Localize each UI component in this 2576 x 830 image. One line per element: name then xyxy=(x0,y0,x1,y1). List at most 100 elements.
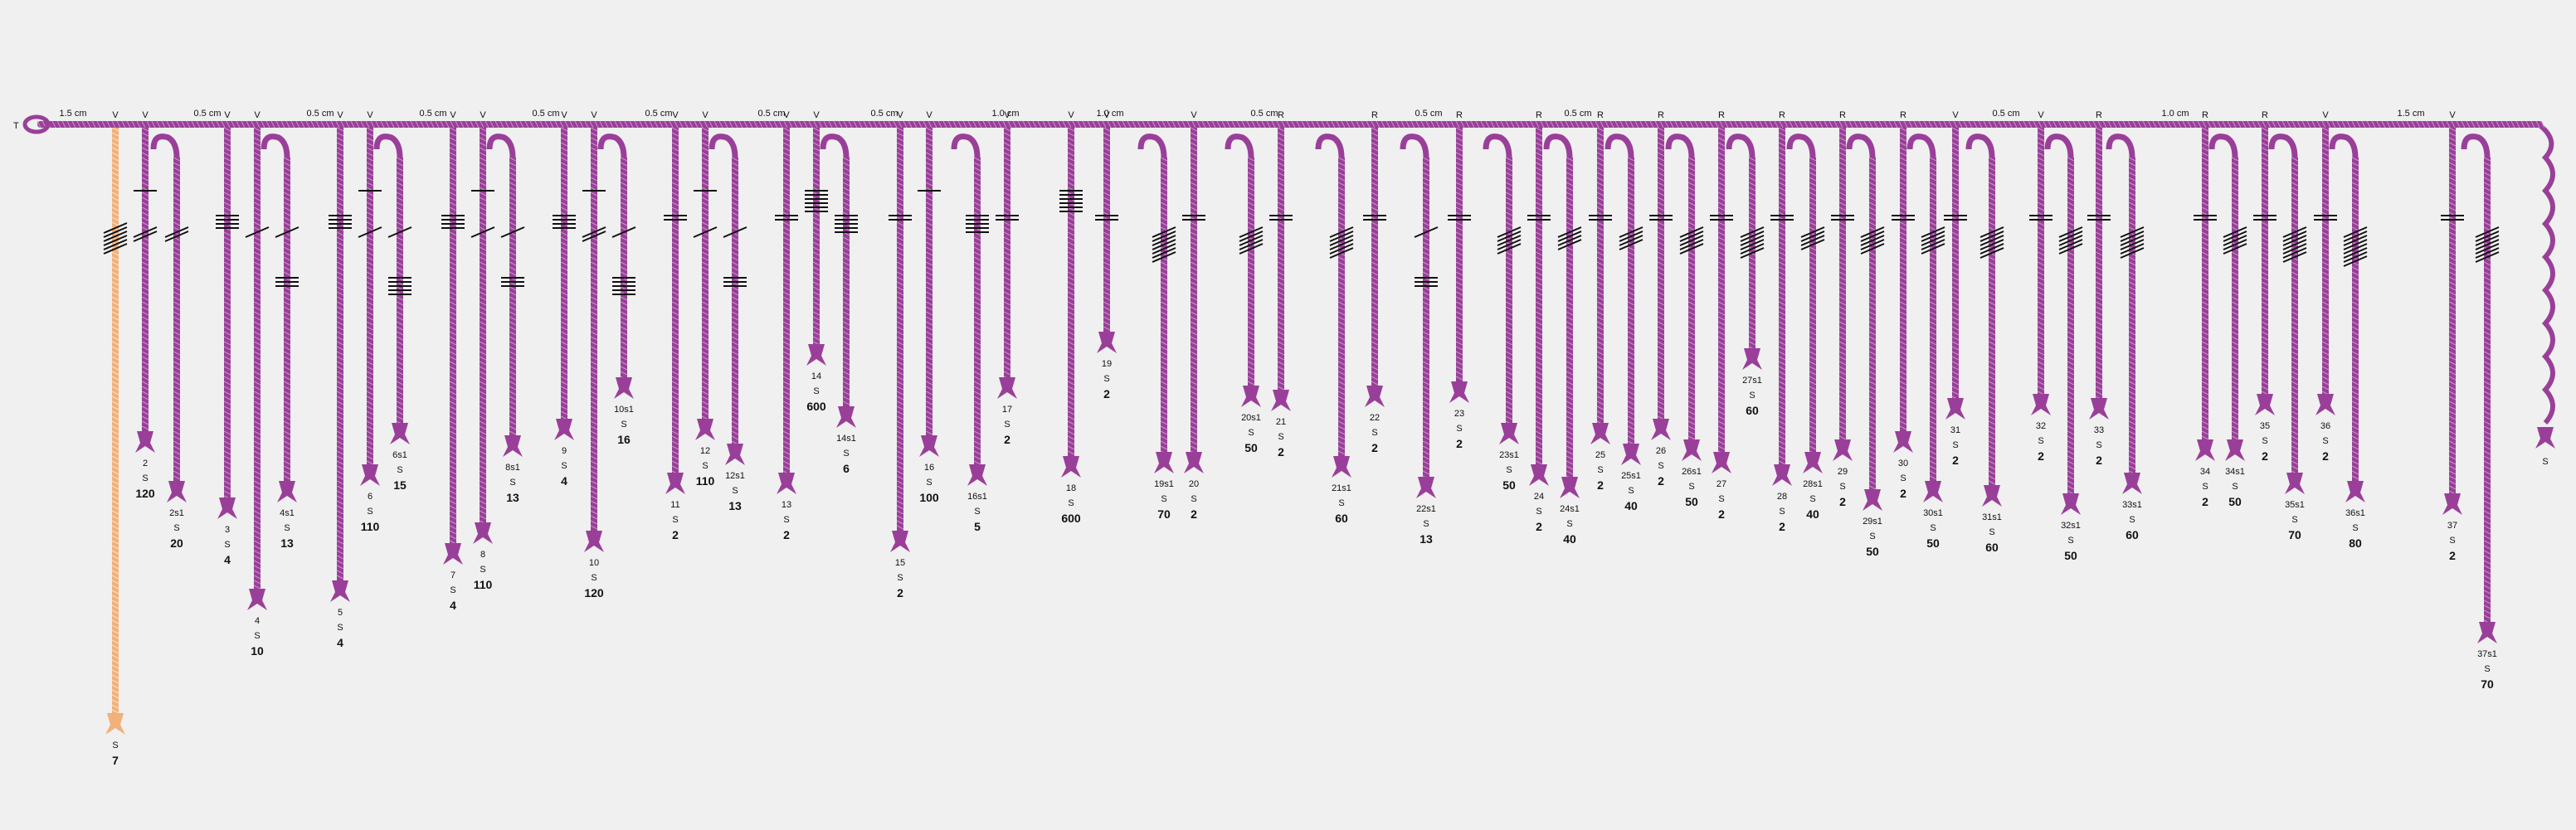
cord-twist xyxy=(1003,157,1011,162)
cord-twist xyxy=(590,515,598,520)
cord-twist xyxy=(560,371,568,376)
cord-twist xyxy=(671,187,679,192)
cord-twist xyxy=(590,137,598,142)
cord-twist xyxy=(701,371,709,376)
cord-twist xyxy=(253,435,261,440)
cord-twist xyxy=(479,371,487,376)
cord-twist xyxy=(1160,400,1168,405)
cord-twist xyxy=(173,291,181,296)
cord-twist xyxy=(590,386,598,391)
cord-twist xyxy=(253,361,261,366)
cord-twist xyxy=(782,371,791,376)
cord-twist xyxy=(173,430,181,435)
cord-twist xyxy=(1190,356,1198,361)
cord-twist xyxy=(366,425,374,430)
cord-twist xyxy=(925,197,933,201)
cord-twist xyxy=(1103,251,1111,256)
cord-twist xyxy=(590,410,598,415)
cord-twist xyxy=(336,331,344,336)
cord-sub-label: S xyxy=(224,540,230,550)
cord-twist xyxy=(1160,366,1168,371)
cord-twist xyxy=(620,261,628,266)
cord-twist xyxy=(479,356,487,361)
cord-twist xyxy=(925,415,933,420)
cord-twist xyxy=(812,236,821,241)
cord-sub-label: S xyxy=(1161,494,1166,504)
cord-twist xyxy=(336,485,344,490)
cord-twist xyxy=(223,306,231,311)
cord-end-tassel xyxy=(2255,394,2275,415)
cord-twist xyxy=(896,400,904,405)
cord-twist xyxy=(590,356,598,361)
cord-twist xyxy=(141,216,149,221)
cord-twist xyxy=(842,182,850,187)
cord-twist xyxy=(590,301,598,306)
cord-twist xyxy=(1160,271,1168,276)
cord-twist xyxy=(842,331,850,336)
cord-sub-label: S xyxy=(1779,507,1785,517)
cord-value: 10 xyxy=(251,644,264,658)
cord-value: 60 xyxy=(1985,541,1999,554)
cord-twist xyxy=(1190,376,1198,381)
cord-twist xyxy=(896,281,904,286)
cord-twist xyxy=(111,475,119,480)
cord-end-tassel xyxy=(1590,423,1610,444)
cord-twist xyxy=(479,500,487,505)
cord-twist xyxy=(1160,311,1168,316)
cord-twist xyxy=(842,236,850,241)
cord-twist xyxy=(366,152,374,157)
cord-strand xyxy=(974,158,981,464)
cord-twist xyxy=(1067,391,1075,396)
cord-twist xyxy=(896,152,904,157)
cord-twist xyxy=(253,157,261,162)
cord-sub-label: S xyxy=(337,623,343,633)
cord-twist xyxy=(782,440,791,445)
cord-twist xyxy=(253,445,261,450)
cord-twist xyxy=(253,415,261,420)
cord-twist xyxy=(111,381,119,386)
cord-twist xyxy=(1067,142,1075,147)
cord-twist xyxy=(509,430,517,435)
cord-twist xyxy=(111,326,119,331)
cord-twist xyxy=(449,271,457,276)
cord-twist xyxy=(1190,366,1198,371)
cord-twist xyxy=(620,221,628,226)
cord-twist xyxy=(509,326,517,331)
cord-twist xyxy=(173,410,181,415)
cord-twist xyxy=(509,306,517,311)
cord-twist xyxy=(731,157,739,162)
cord-twist xyxy=(1190,261,1198,266)
cord-twist xyxy=(253,216,261,221)
cord-twist xyxy=(173,465,181,470)
cord-value: 60 xyxy=(1335,512,1348,525)
cord-twist xyxy=(1190,346,1198,351)
cord-twist xyxy=(336,430,344,435)
cord-twist xyxy=(509,201,517,206)
cord-twist xyxy=(253,391,261,396)
cord-id: 21s1 xyxy=(1332,483,1351,493)
cord-strand xyxy=(1338,158,1345,456)
cord-end-tassel xyxy=(554,419,574,440)
cord-twist xyxy=(479,226,487,231)
cord-twist xyxy=(1190,361,1198,366)
cord-twist xyxy=(1190,326,1198,331)
cord-twist xyxy=(896,132,904,137)
cord-twist xyxy=(223,400,231,405)
cord-twist xyxy=(253,490,261,495)
cord-twist xyxy=(590,331,598,336)
cord-value: 70 xyxy=(2481,677,2494,691)
cord-twist xyxy=(896,386,904,391)
cord-twist xyxy=(701,201,709,206)
cord-twist xyxy=(701,142,709,147)
cord-twist xyxy=(782,326,791,331)
cord-twist xyxy=(1067,241,1075,246)
cord-twist xyxy=(842,381,850,386)
cord-twist xyxy=(896,311,904,316)
cord-twist xyxy=(896,381,904,386)
cord-twist xyxy=(973,346,981,351)
cord-twist xyxy=(253,177,261,182)
cord-twist xyxy=(396,386,404,391)
cord-twist xyxy=(366,167,374,172)
